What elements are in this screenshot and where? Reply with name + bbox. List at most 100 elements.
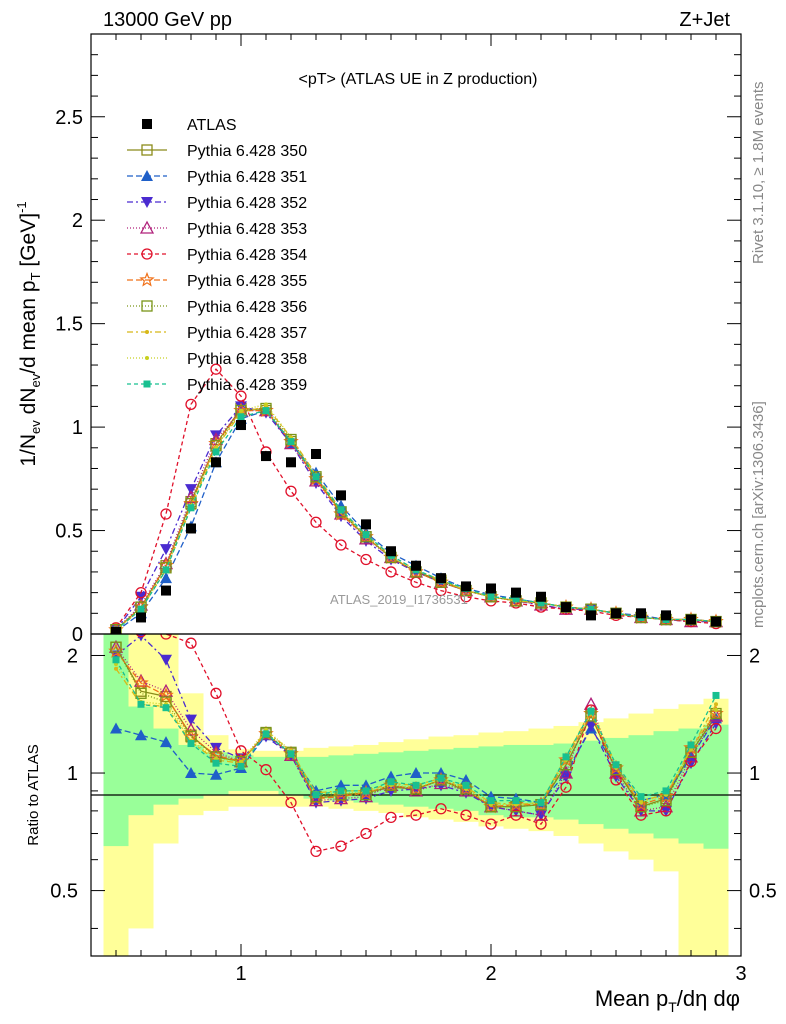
ratio-marker-9: [487, 797, 495, 805]
series-marker-4: [335, 539, 347, 551]
series-marker-9: [287, 438, 295, 446]
ratio-marker-4: [335, 840, 347, 852]
ratio-tick-label-right: 2: [749, 645, 760, 667]
legend-marker-4: [141, 248, 153, 260]
ratio-marker-4: [635, 809, 647, 821]
atlas-data-point: [286, 457, 296, 468]
ratio-marker-4: [485, 818, 497, 830]
y-tick-label: 1.5: [55, 314, 83, 336]
series-marker-2: [235, 401, 247, 413]
ratio-tick-label-right: 0.5: [749, 881, 777, 903]
ratio-marker-5: [558, 751, 574, 767]
ratio-marker-9: [462, 781, 470, 789]
series-marker-4: [210, 363, 222, 375]
series-marker-9: [187, 504, 195, 512]
ratio-marker-9: [187, 740, 195, 748]
series-marker-9: [312, 473, 320, 481]
ratio-marker-9: [362, 787, 370, 795]
ratio-marker-1: [185, 767, 197, 779]
watermark: ATLAS_2019_I1736531: [330, 592, 468, 607]
ratio-marker-4: [160, 634, 172, 640]
ratio-marker-6: [110, 641, 122, 653]
legend-marker-2: [141, 197, 153, 208]
ratio-marker-4: [685, 755, 697, 768]
series-marker-9: [137, 605, 145, 613]
atlas-data-point: [561, 602, 571, 613]
legend-marker-5: [139, 271, 155, 287]
ratio-marker-9: [287, 750, 295, 758]
legend-label-3: Pythia 6.428 353: [187, 221, 307, 238]
y-axis-label: 1/Nev dNev/d mean pT [GeV]-1: [14, 201, 43, 466]
ratio-marker-9: [687, 741, 695, 749]
ratio-marker-3: [183, 722, 199, 736]
ratio-marker-8: [239, 759, 243, 764]
atlas-data-point: [111, 626, 121, 634]
ratio-marker-9: [137, 700, 145, 708]
ratio-marker-2: [685, 758, 697, 770]
ratio-marker-4: [710, 722, 722, 735]
header-right: Z+Jet: [679, 9, 730, 31]
series-marker-8: [264, 402, 268, 407]
atlas-data-point: [261, 451, 271, 462]
atlas-data-point: [586, 610, 596, 621]
inner-band-bin: [653, 731, 679, 839]
ratio-tick-label-left: 1: [67, 763, 78, 785]
series-marker-4: [160, 508, 172, 520]
inner-band-bin: [578, 740, 604, 825]
ratio-marker-9: [562, 753, 570, 761]
ratio-marker-9: [112, 656, 120, 664]
ratio-marker-9: [312, 791, 320, 799]
x-tick-label: 3: [735, 963, 746, 985]
legend-label-8: Pythia 6.428 358: [187, 351, 307, 368]
axis-ticks: 1 2 3 0 0.5 1 1.5 2 2.5 0.5 0.5 1 1 2 2: [50, 34, 777, 985]
header-left: 13000 GeV pp: [103, 9, 232, 31]
ratio-marker-7: [714, 702, 718, 707]
ratio-marker-3: [558, 765, 574, 779]
ratio-marker-4: [510, 809, 522, 821]
ratio-marker-8: [714, 708, 718, 713]
series-marker-9: [487, 593, 495, 601]
ratio-marker-4: [285, 796, 297, 809]
ratio-marker-5: [133, 674, 149, 690]
legend-label-7: Pythia 6.428 357: [187, 325, 307, 342]
ratio-marker-8: [639, 800, 643, 805]
ratio-marker-1: [110, 722, 122, 734]
ratio-tick-label-right: 1: [749, 763, 760, 785]
ratio-marker-4: [560, 781, 572, 793]
ratio-marker-4: [135, 634, 147, 638]
ratio-marker-1: [160, 736, 172, 748]
inner-band-bin: [253, 756, 279, 791]
atlas-data-point: [536, 591, 546, 602]
ratio-marker-9: [587, 707, 595, 715]
atlas-data-point: [386, 546, 396, 557]
ratio-marker-4: [185, 637, 197, 649]
ratio-marker-9: [262, 730, 270, 738]
data-points-group: [111, 420, 721, 634]
ratio-line-4: [158, 634, 717, 853]
atlas-data-point: [611, 608, 621, 619]
ratio-marker-9: [162, 704, 170, 712]
ratio-marker-9: [437, 774, 445, 782]
legend-marker-0: [141, 144, 153, 156]
series-marker-9: [337, 506, 345, 514]
atlas-data-point: [661, 610, 671, 621]
series-marker-9: [362, 531, 370, 539]
atlas-data-point: [361, 519, 371, 530]
atlas-data-point: [186, 523, 196, 534]
atlas-data-point: [411, 560, 421, 571]
series-marker-4: [185, 398, 197, 410]
ratio-marker-9: [637, 793, 645, 801]
series-marker-9: [212, 448, 220, 456]
ratio-marker-4: [410, 809, 422, 821]
ratio-marker-9: [212, 759, 220, 767]
y-tick-label: 1: [72, 417, 83, 439]
legend-marker-6: [141, 300, 153, 312]
y-tick-label: 0.5: [55, 521, 83, 543]
ratio-marker-4: [210, 687, 222, 699]
ratio-marker-4: [385, 811, 397, 824]
legend-label-2: Pythia 6.428 352: [187, 195, 307, 212]
series-marker-6: [310, 471, 322, 483]
ratio-marker-2: [185, 714, 197, 726]
series-marker-4: [310, 516, 322, 528]
series-marker-9: [262, 407, 270, 415]
